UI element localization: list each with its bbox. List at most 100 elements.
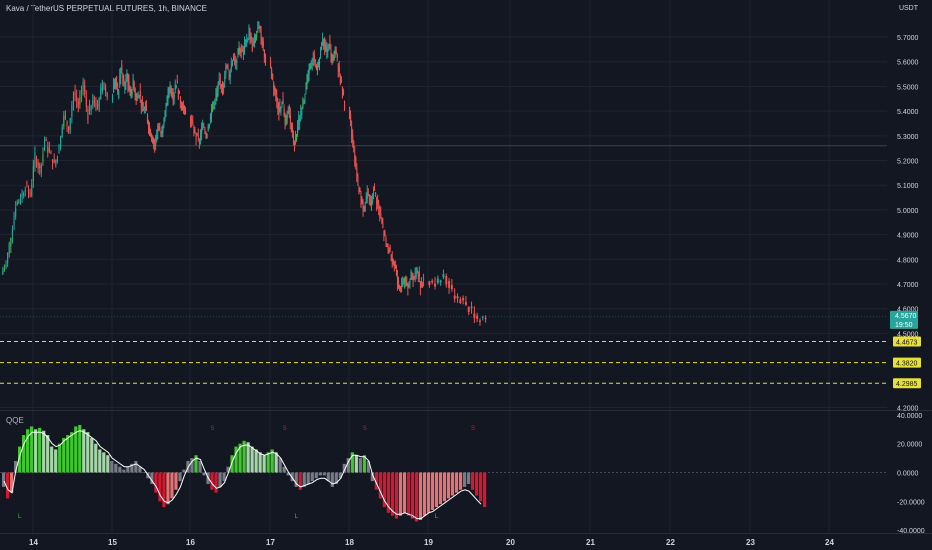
qqe-bar — [474, 472, 479, 496]
date-axis[interactable]: 14 15 16 17 18 19 20 21 22 23 24 — [29, 538, 834, 547]
qqe-bar — [398, 472, 403, 516]
date-tick-label: 15 — [108, 538, 117, 547]
qqe-bar — [46, 435, 50, 473]
price-tick-label: 5.6000 — [897, 60, 919, 67]
candle-body — [209, 115, 211, 121]
qqe-indicator-label[interactable]: QQE — [6, 416, 24, 425]
qqe-bar — [86, 432, 90, 473]
qqe-bar — [318, 472, 322, 476]
candle-body — [335, 50, 337, 54]
candle-body — [384, 232, 386, 236]
candle-body — [184, 107, 186, 109]
candle-body — [219, 80, 221, 82]
candle-body — [423, 277, 425, 280]
candle-body — [397, 276, 399, 284]
qqe-bar — [110, 460, 114, 473]
sell-marker: S — [283, 426, 287, 432]
qqe-bar — [334, 472, 338, 485]
candle-body — [314, 59, 316, 63]
qqe-bar — [126, 466, 130, 473]
candle-body — [333, 57, 335, 60]
candle-body — [74, 91, 76, 97]
candle-body — [481, 316, 484, 318]
qqe-bar — [42, 430, 46, 473]
qqe-bar — [74, 426, 78, 473]
candle-body — [191, 118, 193, 122]
candle-body — [362, 204, 364, 210]
qqe-bar — [262, 455, 266, 473]
candle-body — [350, 114, 352, 123]
candle-body — [248, 30, 250, 35]
candle-body — [288, 105, 290, 113]
candle-body — [121, 65, 123, 72]
long-marker: L — [435, 514, 439, 520]
candle-body — [473, 313, 476, 319]
candle-body — [87, 108, 89, 121]
candle-body — [157, 126, 159, 133]
candle-body — [139, 90, 141, 97]
current-price-label: 4.5670 — [895, 313, 917, 320]
candle-body — [340, 78, 342, 84]
qqe-bar — [286, 472, 290, 476]
candle-body — [207, 126, 209, 131]
candle-body — [393, 263, 395, 267]
candle-body — [72, 92, 75, 105]
candle-body — [400, 287, 402, 291]
candle-body — [410, 274, 412, 278]
qqe-bar — [410, 472, 415, 519]
candle-body — [85, 96, 87, 107]
candle-body — [154, 142, 156, 147]
qqe-bar — [386, 472, 390, 513]
candle-body — [372, 199, 374, 203]
candle-body — [145, 108, 147, 110]
candle-body — [142, 108, 144, 111]
candle-body — [222, 85, 224, 89]
candle-body — [185, 111, 187, 115]
qqe-bar — [246, 442, 250, 473]
candle-body — [409, 279, 411, 282]
qqe-bar — [234, 446, 238, 473]
candle-body — [175, 85, 177, 89]
qqe-bar — [330, 472, 334, 487]
candle-body — [149, 125, 151, 129]
candle-body — [418, 272, 420, 277]
price-axis[interactable]: 5.7000 5.6000 5.5000 5.4000 5.3000 5.2000 5.10… — [890, 35, 921, 413]
candle-body — [324, 43, 326, 50]
candle-body — [129, 88, 131, 96]
candle-body — [15, 208, 17, 217]
candle-body — [48, 148, 50, 152]
qqe-bar — [182, 469, 186, 473]
candle-body — [235, 60, 237, 63]
candle-body — [290, 123, 292, 132]
qqe-bar — [238, 443, 242, 473]
candle-body — [146, 105, 148, 111]
candle-body — [198, 140, 200, 144]
qqe-bar — [354, 455, 358, 473]
qqe-bar — [102, 452, 106, 473]
candle-body — [136, 96, 138, 101]
qqe-bar — [30, 426, 34, 473]
candle-body — [419, 281, 421, 289]
candle-body — [101, 81, 103, 92]
candle-body — [155, 137, 157, 145]
qqe-bar — [138, 466, 142, 473]
candle-body — [293, 136, 295, 142]
qqe-bar — [346, 458, 350, 473]
candle-body — [182, 105, 184, 111]
candle-body — [310, 65, 312, 68]
qqe-tick-label: -20.0000 — [897, 499, 925, 506]
candle-body — [361, 200, 363, 204]
qqe-bar — [2, 472, 6, 487]
candle-body — [282, 99, 284, 104]
candle-body — [232, 60, 234, 66]
candle-body — [363, 205, 365, 209]
candle-body — [417, 271, 419, 279]
candle-body — [391, 258, 393, 264]
candle-body — [295, 135, 297, 144]
candle-body — [226, 65, 228, 68]
price-unit: USDT — [898, 5, 918, 12]
candle-body — [71, 104, 73, 117]
candle-body — [228, 74, 230, 80]
qqe-axis[interactable]: 40.0000 20.0000 0.0000 -20.0000 -40.0000 — [897, 413, 925, 535]
